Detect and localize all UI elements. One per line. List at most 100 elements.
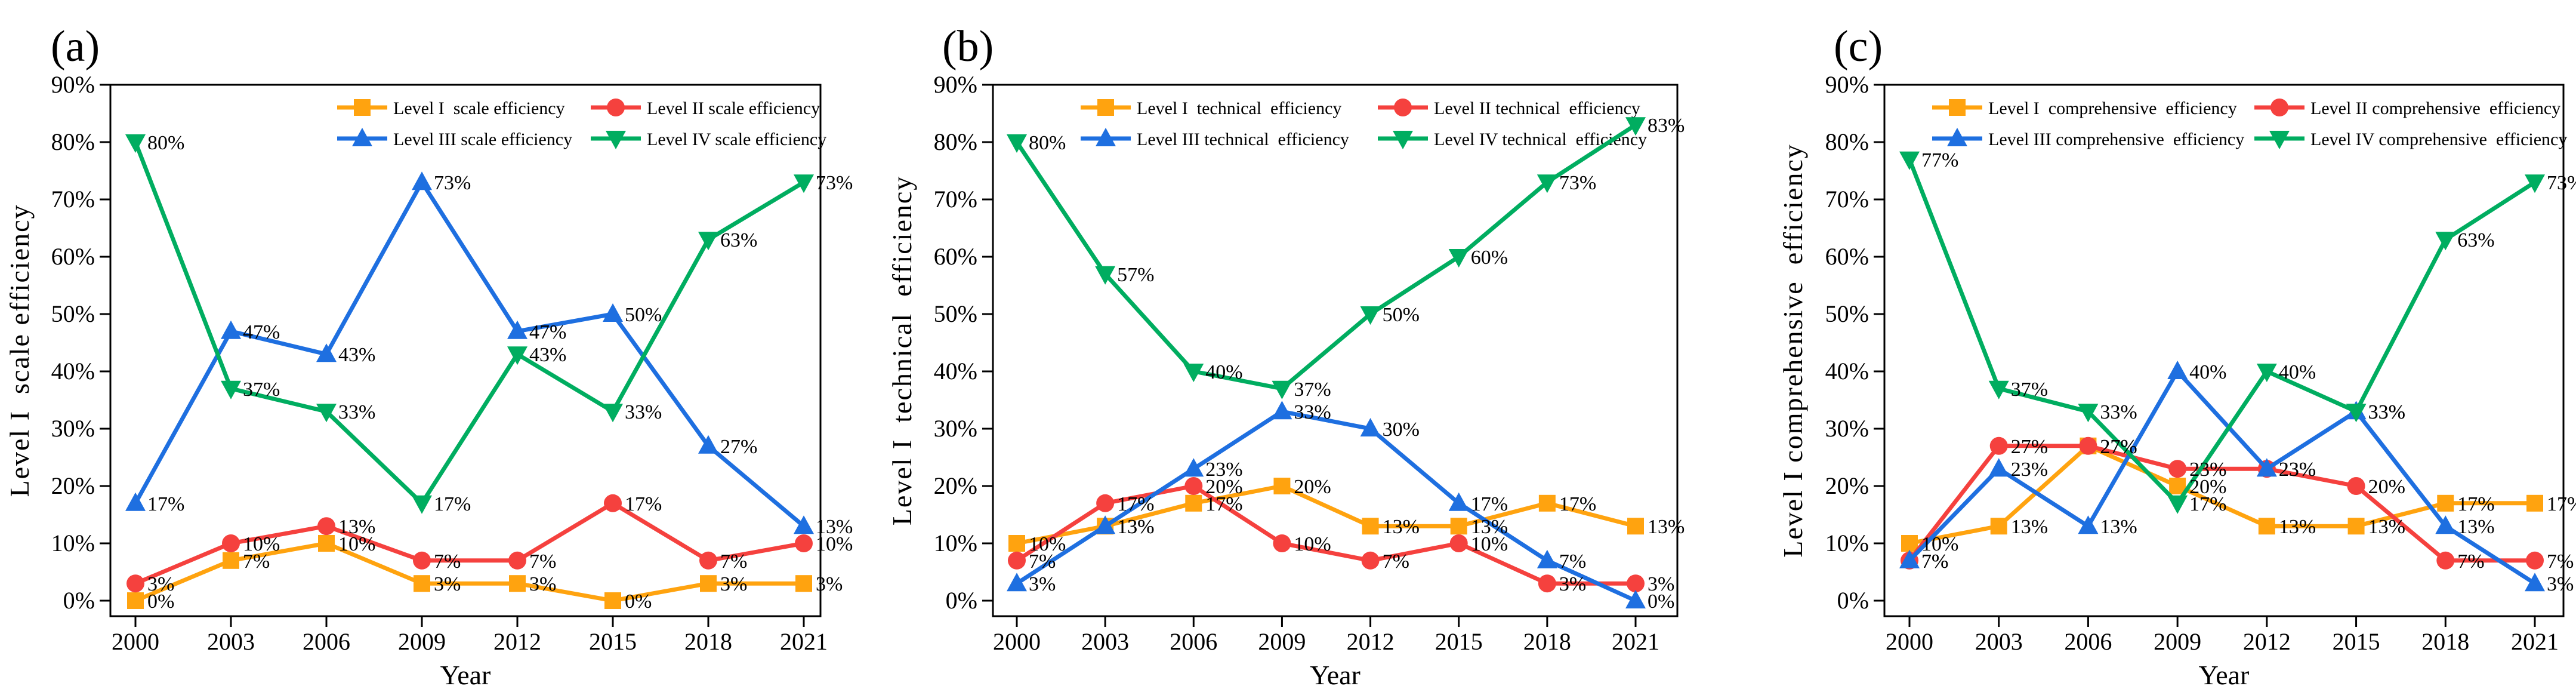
data-label: 17% <box>147 493 184 515</box>
series-line <box>1014 484 1638 546</box>
y-axis-tick-label: 40% <box>1825 358 1869 385</box>
x-axis-title: Year <box>440 660 491 690</box>
data-label: 23% <box>2011 459 2048 481</box>
series-line <box>133 140 806 506</box>
series-marker <box>1538 494 1556 512</box>
legend-label: Level IV scale efficiency <box>647 130 826 149</box>
series-marker <box>125 134 146 153</box>
data-label: 17% <box>1205 493 1242 515</box>
series-marker <box>794 174 814 193</box>
panel-letter: (c) <box>1834 22 1883 71</box>
series-marker <box>1183 458 1204 477</box>
y-axis-tick-label: 10% <box>934 530 977 556</box>
data-label: 57% <box>1117 264 1154 286</box>
series-marker <box>2436 551 2455 570</box>
data-label: 30% <box>1383 419 1420 441</box>
legend-label: Level I comprehensive efficiency <box>1988 99 2237 118</box>
series-marker <box>1625 117 1646 136</box>
x-axis-tick-label: 2000 <box>993 628 1041 655</box>
series-line <box>133 501 806 586</box>
series-marker <box>1273 534 1291 552</box>
data-label: 80% <box>1029 132 1066 154</box>
y-axis-tick-label: 90% <box>1825 71 1869 98</box>
legend-triangle-down-icon <box>1393 131 1413 149</box>
x-axis-tick-label: 2015 <box>589 628 637 655</box>
data-label: 60% <box>1471 247 1508 269</box>
x-axis-tick-label: 2015 <box>2333 628 2380 655</box>
y-axis-tick-label: 30% <box>51 415 95 442</box>
y-axis-tick-label: 20% <box>51 472 95 499</box>
x-axis-tick-label: 2003 <box>207 628 255 655</box>
data-label: 33% <box>2100 401 2137 423</box>
legend-square-icon <box>354 99 371 116</box>
series-marker <box>412 171 432 190</box>
series-marker <box>1538 574 1556 593</box>
legend-label: Level IV comprehensive efficiency <box>2310 130 2567 149</box>
legend-label: Level I technical efficiency <box>1137 99 1341 118</box>
data-label: 13% <box>816 516 853 538</box>
data-label: 17% <box>2547 493 2576 515</box>
series-marker <box>1360 306 1381 325</box>
chart-panel-c: (c) 0% 10% 20% 30% 40% 50% 60% 70% 80% 90% 2000 2003… <box>1778 22 2576 690</box>
series-marker <box>604 494 622 512</box>
x-axis-title: Year <box>1310 660 1361 690</box>
series-line <box>1014 122 1638 391</box>
data-label: 27% <box>720 436 757 458</box>
data-label: 13% <box>1117 516 1154 538</box>
x-axis-tick-label: 2003 <box>1081 628 1129 655</box>
series-marker <box>698 232 718 251</box>
data-label: 83% <box>1648 115 1685 137</box>
series-marker <box>2435 515 2456 534</box>
series-line <box>1907 157 2537 506</box>
series-marker <box>2256 364 2277 382</box>
series-marker <box>222 534 240 552</box>
data-label: 20% <box>1205 476 1242 498</box>
series-marker <box>604 592 621 609</box>
series-marker <box>125 492 146 511</box>
series-marker <box>1184 477 1203 495</box>
x-axis-tick-label: 2021 <box>1612 628 1659 655</box>
series-marker <box>2256 458 2277 477</box>
data-label: 13% <box>2279 516 2316 538</box>
data-label: 13% <box>1117 516 1154 538</box>
series-marker <box>2078 515 2099 534</box>
x-axis-tick-label: 2021 <box>2511 628 2559 655</box>
data-label: 7% <box>1921 551 1948 573</box>
x-axis-tick-label: 2000 <box>1886 628 1933 655</box>
series-marker <box>2525 174 2545 193</box>
series-line <box>133 180 806 528</box>
y-axis-tick-label: 80% <box>934 128 977 155</box>
chart-panel-b: (b) 0% 10% 20% 30% 40% 50% 60% 70% 80% 90% 2000 2003… <box>887 22 1685 690</box>
data-label: 13% <box>1383 516 1420 538</box>
data-label: 13% <box>2457 516 2494 538</box>
series-marker <box>1899 549 1920 568</box>
series-marker <box>1361 551 1380 570</box>
data-label: 37% <box>243 379 280 401</box>
y-axis-title: Level I comprehensive efficiency <box>1778 143 1808 558</box>
data-label: 10% <box>338 533 375 555</box>
data-label: 23% <box>2189 459 2226 481</box>
y-axis-tick-label: 60% <box>1825 243 1869 270</box>
data-label: 33% <box>1294 401 1331 423</box>
series-marker <box>507 346 527 365</box>
y-axis-tick-label: 90% <box>934 71 977 98</box>
series-marker <box>2525 573 2545 592</box>
legend-label: Level II comprehensive efficiency <box>2310 99 2560 118</box>
data-label: 73% <box>434 172 471 194</box>
legend-triangle-down-icon <box>606 131 626 149</box>
data-label: 0% <box>147 591 174 613</box>
data-label: 20% <box>2189 476 2226 498</box>
y-axis-tick-label: 70% <box>51 186 95 213</box>
series-marker <box>1449 534 1468 552</box>
series-marker <box>2167 361 2188 379</box>
x-axis-tick-label: 2009 <box>1258 628 1306 655</box>
series-marker <box>794 515 814 534</box>
series-marker <box>1007 573 1027 592</box>
series-marker <box>412 495 432 514</box>
y-axis-tick-label: 70% <box>1825 186 1869 213</box>
data-label: 43% <box>529 344 566 366</box>
y-axis-tick-label: 60% <box>934 243 977 270</box>
data-label: 63% <box>720 229 757 251</box>
data-label: 13% <box>1471 516 1508 538</box>
data-label: 33% <box>338 401 375 423</box>
